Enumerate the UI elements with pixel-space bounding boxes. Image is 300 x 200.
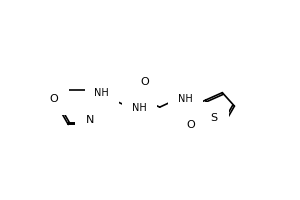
Text: O: O bbox=[140, 77, 149, 87]
Text: NH: NH bbox=[94, 88, 109, 98]
Text: O: O bbox=[186, 120, 195, 130]
Text: N: N bbox=[86, 115, 94, 125]
Text: NH: NH bbox=[132, 103, 147, 113]
Text: S: S bbox=[210, 113, 218, 123]
Text: NH: NH bbox=[178, 94, 193, 104]
Text: O: O bbox=[49, 94, 58, 104]
